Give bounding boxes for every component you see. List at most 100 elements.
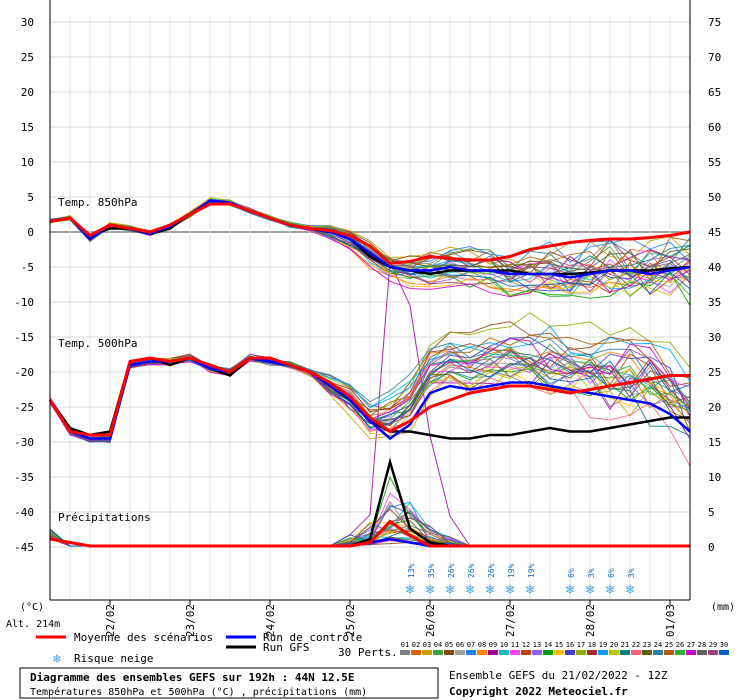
right-tick-label: 70 — [708, 51, 721, 64]
pert-color-swatch — [488, 650, 498, 655]
pert-id-label: 01 — [401, 641, 409, 649]
chart-grid — [49, 18, 691, 600]
pert-id-label: 12 — [522, 641, 530, 649]
snow-risk-percent: 35% — [427, 563, 436, 578]
snowflake-icon: ❄ — [52, 652, 61, 667]
pert-id-label: 26 — [676, 641, 684, 649]
right-tick-label: 20 — [708, 401, 721, 414]
pert-id-label: 16 — [566, 641, 574, 649]
left-tick-label: -35 — [14, 471, 34, 484]
right-tick-label: 65 — [708, 86, 721, 99]
right-tick-label: 25 — [708, 366, 721, 379]
snow-risk-percent: 6% — [607, 568, 616, 578]
pert-color-swatch — [455, 650, 465, 655]
right-axis-unit: (mm) — [711, 602, 735, 613]
left-tick-label: -45 — [14, 541, 34, 554]
pert-color-swatch — [664, 650, 674, 655]
pert-color-swatch — [554, 650, 564, 655]
snow-risk-row: 13% ❄ 35% ❄ 26% ❄ 26% ❄ 26% ❄ 19% ❄ 19% ❄ 6% ❄ 3% ❄ 6% ❄ 3% ❄ — [406, 563, 636, 598]
legend-label-gfs: Run GFS — [263, 641, 309, 654]
left-tick-label: 15 — [21, 121, 34, 134]
right-tick-label: 10 — [708, 471, 721, 484]
x-tick-label: 01/03 — [664, 604, 677, 637]
x-tick-label: 28/02 — [584, 604, 597, 637]
pert-color-swatch — [686, 650, 696, 655]
pert-color-swatch — [565, 650, 575, 655]
run-info: Ensemble GEFS du 21/02/2022 - 12Z — [449, 669, 668, 682]
x-tick-label: 23/02 — [184, 604, 197, 637]
pert-id-label: 04 — [434, 641, 442, 649]
snowflake-icon: ❄ — [446, 582, 455, 598]
pert-color-swatch — [719, 650, 729, 655]
series-mean-precip — [49, 519, 690, 548]
left-tick-label: -10 — [14, 296, 34, 309]
snowflake-icon: ❄ — [586, 582, 595, 598]
label-t500: Temp. 500hPa — [58, 337, 137, 350]
left-tick-label: -30 — [14, 436, 34, 449]
pert-color-swatch — [521, 650, 531, 655]
perturbations-label: 30 Perts. — [338, 646, 398, 659]
x-tick-label: 24/02 — [264, 604, 277, 637]
left-tick-label: -25 — [14, 401, 34, 414]
pert-id-label: 14 — [544, 641, 552, 649]
title-box — [19, 667, 439, 699]
right-tick-label: 45 — [708, 226, 721, 239]
left-tick-label: -20 — [14, 366, 34, 379]
right-tick-label: 75 — [708, 16, 721, 29]
pert-id-label: 18 — [588, 641, 596, 649]
pert-id-label: 13 — [533, 641, 541, 649]
pert-id-label: 20 — [610, 641, 618, 649]
pert-id-label: 27 — [687, 641, 695, 649]
pert-color-swatch — [653, 650, 663, 655]
left-tick-label: 20 — [21, 86, 34, 99]
right-tick-label: 40 — [708, 261, 721, 274]
snowflake-icon: ❄ — [426, 582, 435, 598]
pert-color-swatch — [411, 650, 421, 655]
chart-axes: 302520151050-5-10-15-20-25-30-35-40-4575… — [14, 0, 721, 637]
pert-color-swatch — [466, 650, 476, 655]
pert-id-label: 28 — [698, 641, 706, 649]
right-tick-label: 35 — [708, 296, 721, 309]
pert-color-swatch — [642, 650, 652, 655]
pert-id-label: 17 — [577, 641, 585, 649]
snow-risk-percent: 26% — [467, 563, 476, 578]
right-tick-label: 55 — [708, 156, 721, 169]
pert-id-label: 10 — [500, 641, 508, 649]
pert-color-swatch — [598, 650, 608, 655]
snowflake-icon: ❄ — [606, 582, 615, 598]
legend-label-mean: Moyenne des scénarios — [74, 631, 213, 644]
pert-id-label: 05 — [445, 641, 453, 649]
pert-color-swatch — [620, 650, 630, 655]
right-tick-label: 15 — [708, 436, 721, 449]
main-series-lines — [48, 199, 691, 548]
snowflake-icon: ❄ — [526, 582, 535, 598]
pert-color-swatch — [609, 650, 619, 655]
label-precip: Précipitations — [58, 511, 151, 524]
snowflake-icon: ❄ — [626, 582, 635, 598]
snow-risk-percent: 3% — [627, 568, 636, 578]
pert-id-label: 23 — [643, 641, 651, 649]
x-tick-label: 26/02 — [424, 604, 437, 637]
pert-id-label: 30 — [720, 641, 728, 649]
legend-label-snow: Risque neige — [74, 652, 153, 665]
snow-risk-percent: 3% — [587, 568, 596, 578]
pert-color-swatch — [444, 650, 454, 655]
pert-line-t500 — [49, 355, 691, 440]
right-tick-label: 30 — [708, 331, 721, 344]
left-tick-label: 5 — [27, 191, 34, 204]
left-axis-unit: (°C) — [20, 602, 44, 613]
right-tick-label: 50 — [708, 191, 721, 204]
perturbation-legend: 01 02 03 04 05 06 07 08 09 10 11 12 13 14 15 16 17 18 19 20… — [400, 641, 729, 655]
pert-color-swatch — [499, 650, 509, 655]
pert-id-label: 19 — [599, 641, 607, 649]
pert-id-label: 09 — [489, 641, 497, 649]
pert-id-label: 24 — [654, 641, 662, 649]
right-tick-label: 0 — [708, 541, 715, 554]
pert-id-label: 02 — [412, 641, 420, 649]
left-tick-label: 10 — [21, 156, 34, 169]
snowflake-icon: ❄ — [566, 582, 575, 598]
pert-id-label: 06 — [456, 641, 464, 649]
pert-color-swatch — [532, 650, 542, 655]
x-tick-label: 27/02 — [504, 604, 517, 637]
